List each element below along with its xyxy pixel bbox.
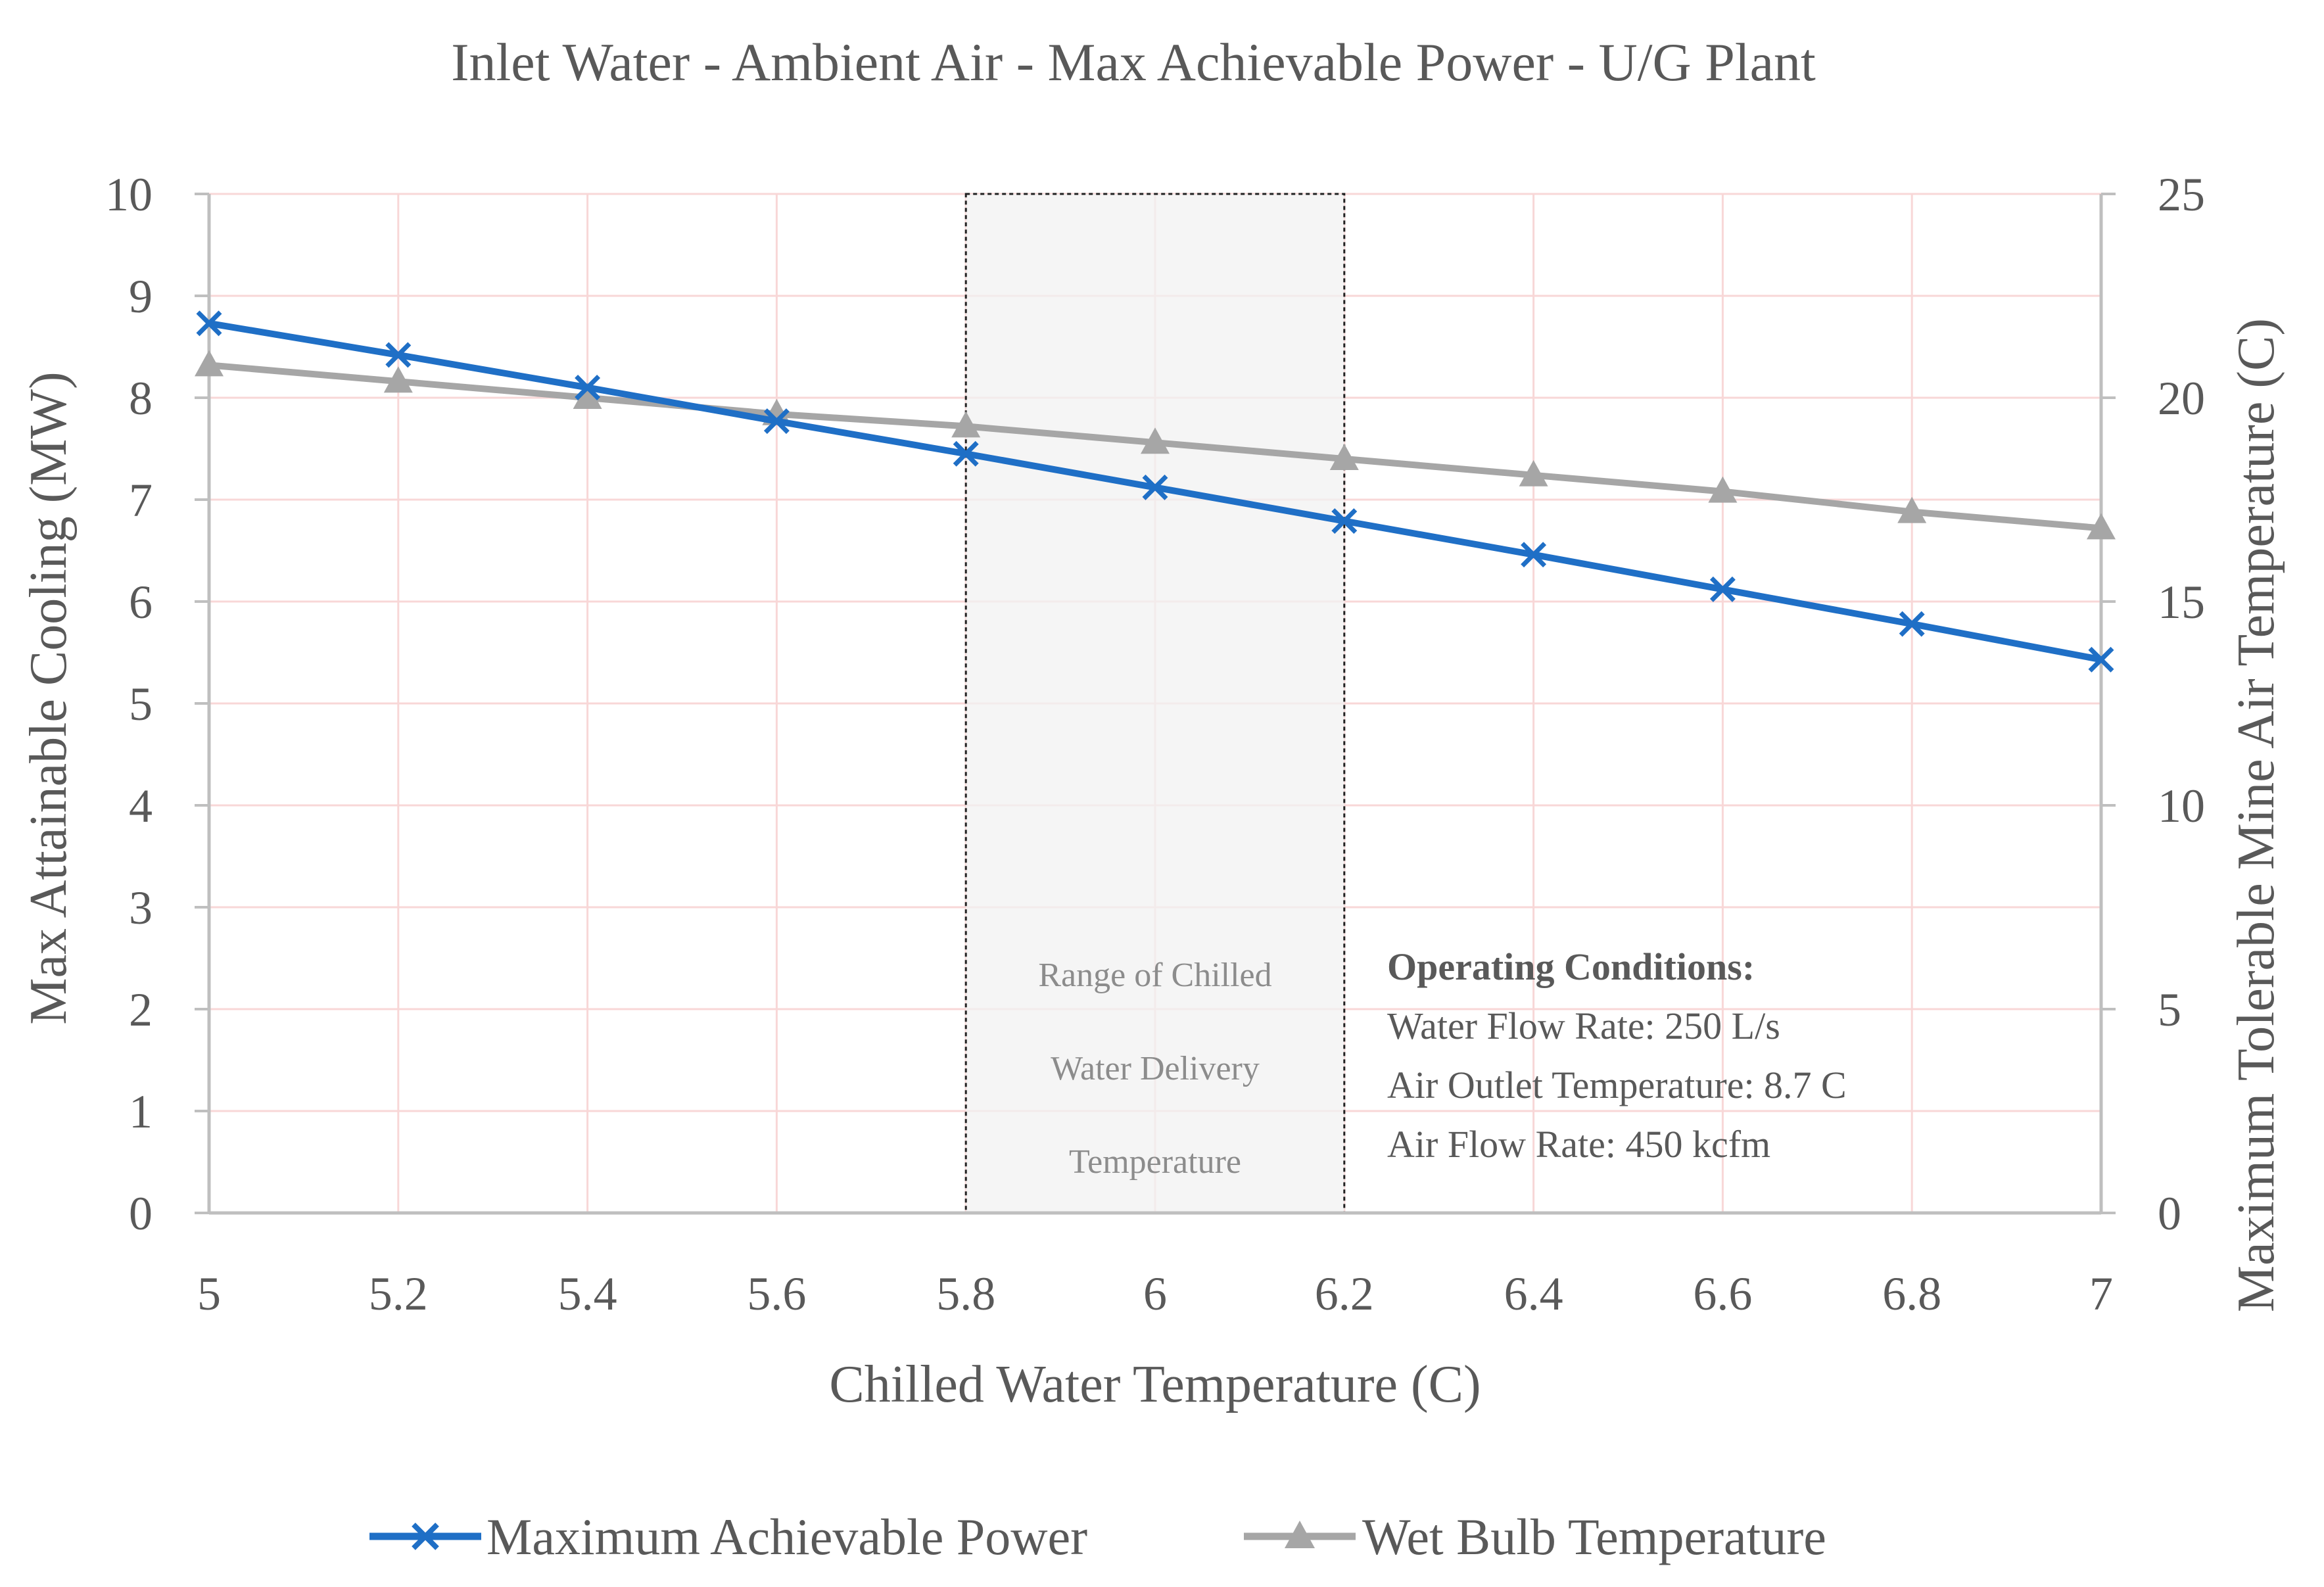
data-point-marker: [1331, 508, 1358, 534]
legend: Maximum Achievable Power Wet Bulb Temper…: [369, 1508, 1826, 1565]
y-tick-label: 9: [129, 270, 153, 323]
chart-title: Inlet Water - Ambient Air - Max Achievab…: [451, 32, 1816, 92]
data-point-marker: [195, 350, 224, 377]
x-tick-label: 6.2: [1315, 1267, 1374, 1320]
y-axis-title: Max Attainable Cooling (MW): [20, 371, 78, 1024]
y-tick-label: 8: [129, 372, 153, 425]
data-point-marker: [575, 375, 601, 400]
legend-marker-power: [412, 1523, 439, 1550]
x-tick-label: 6: [1143, 1267, 1167, 1320]
x-axis-ticks: 5 5.2 5.4 5.6 5.8 6 6.2 6.4 6.6 6.8 7: [197, 1267, 2113, 1320]
y2-tick-label: 0: [2158, 1187, 2181, 1240]
y-tick-label: 0: [129, 1187, 153, 1240]
y-tick-label: 1: [129, 1085, 153, 1138]
series-layer: [195, 310, 2116, 673]
range-box-label: Water Delivery: [1051, 1050, 1260, 1087]
legend-item-maximum-achievable-power: Maximum Achievable Power: [369, 1508, 1087, 1565]
range-box-label: Range of Chilled: [1038, 957, 1271, 994]
data-point-marker: [1709, 576, 1736, 602]
data-point-marker: [1897, 496, 1927, 523]
y2-axis-ticks: 0 5 10 15 20 25: [2158, 168, 2205, 1240]
data-point-marker: [1899, 611, 1925, 637]
x-tick-label: 7: [2089, 1267, 2113, 1320]
x-tick-label: 6.4: [1504, 1267, 1563, 1320]
data-point-marker: [1329, 444, 1359, 470]
y-tick-label: 2: [129, 983, 153, 1036]
x-tick-label: 5.4: [558, 1267, 617, 1320]
data-point-marker: [2088, 646, 2114, 673]
operating-conditions-annotation: Operating Conditions: Water Flow Rate: 2…: [1387, 945, 1847, 1166]
data-point-marker: [1519, 460, 1548, 486]
series-maximum-achievable-power: [196, 310, 2114, 673]
y2-tick-label: 20: [2158, 372, 2205, 425]
y2-tick-label: 5: [2158, 983, 2181, 1036]
x-tick-label: 5: [197, 1267, 221, 1320]
y2-axis-title: Maximum Tolerable Mine Air Temperature (…: [2227, 318, 2285, 1312]
range-box-annotation: Range of Chilled Water Delivery Temperatur…: [964, 193, 1346, 1214]
y-tick-label: 6: [129, 576, 153, 628]
data-point-marker: [951, 411, 981, 438]
y2-tick-label: 25: [2158, 168, 2205, 221]
legend-label-wetbulb: Wet Bulb Temperature: [1362, 1508, 1826, 1565]
y2-tick-label: 10: [2158, 780, 2205, 832]
operating-condition-line: Air Flow Rate: 450 kcfm: [1387, 1123, 1770, 1166]
y2-tick-label: 15: [2158, 576, 2205, 628]
x-tick-label: 6.8: [1882, 1267, 1941, 1320]
data-point-marker: [385, 342, 412, 368]
data-point-marker: [573, 383, 602, 409]
data-point-marker: [383, 366, 413, 393]
data-point-marker: [953, 440, 979, 467]
data-point-marker: [1708, 476, 1738, 503]
y-tick-label: 10: [105, 168, 153, 221]
operating-conditions-heading: Operating Conditions:: [1387, 945, 1755, 988]
data-point-marker: [196, 310, 222, 337]
legend-marker-wetbulb: [1285, 1521, 1315, 1548]
data-point-marker: [1142, 474, 1168, 500]
x-tick-label: 5.6: [747, 1267, 806, 1320]
y-tick-label: 4: [129, 780, 153, 832]
legend-item-wet-bulb-temperature: Wet Bulb Temperature: [1244, 1508, 1826, 1565]
data-point-marker: [763, 408, 790, 435]
data-point-marker: [2087, 513, 2116, 540]
data-point-marker: [1521, 542, 1547, 568]
range-box-label: Temperature: [1069, 1143, 1241, 1181]
y-axis-ticks: 0 1 2 3 4 5 6 7 8 9 10: [105, 168, 153, 1240]
y-tick-label: 7: [129, 474, 153, 527]
x-axis-title: Chilled Water Temperature (C): [829, 1356, 1481, 1413]
x-tick-label: 5.2: [369, 1267, 428, 1320]
x-tick-label: 6.6: [1693, 1267, 1752, 1320]
legend-label-power: Maximum Achievable Power: [486, 1508, 1087, 1565]
y-tick-label: 3: [129, 882, 153, 934]
y-tick-label: 5: [129, 678, 153, 730]
operating-condition-line: Air Outlet Temperature: 8.7 C: [1387, 1064, 1847, 1106]
data-point-marker: [1141, 427, 1170, 454]
series-wet-bulb-temperature: [195, 350, 2116, 540]
operating-condition-line: Water Flow Rate: 250 L/s: [1387, 1005, 1780, 1047]
x-tick-label: 5.8: [936, 1267, 995, 1320]
